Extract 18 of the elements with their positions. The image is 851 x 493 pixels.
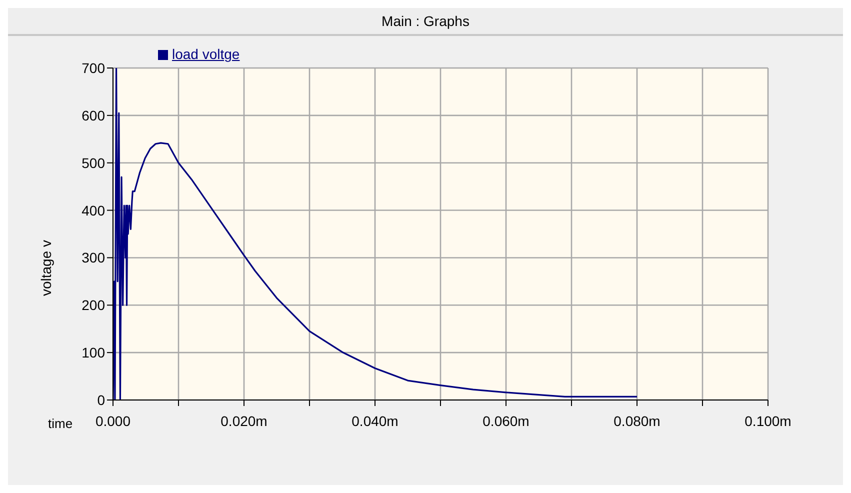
y-tick-label: 500 bbox=[82, 154, 106, 171]
chart-title: Main : Graphs bbox=[8, 8, 843, 36]
x-axis-title: time bbox=[48, 416, 73, 431]
y-tick-label: 200 bbox=[82, 297, 106, 314]
x-tick-label: 0.000 bbox=[95, 412, 131, 429]
y-tick-label: 0 bbox=[97, 392, 106, 408]
y-tick-label: 600 bbox=[82, 107, 106, 124]
x-tick-label: 0.060m bbox=[482, 412, 530, 429]
x-tick-label: 0.080m bbox=[614, 412, 660, 429]
x-tick-label: 0.020m bbox=[220, 412, 268, 429]
legend-label: load voltge bbox=[172, 46, 240, 62]
y-tick-label: 100 bbox=[82, 344, 106, 361]
y-tick-label: 400 bbox=[82, 202, 106, 218]
x-tick-label: 0.040m bbox=[352, 412, 398, 429]
y-tick-label: 700 bbox=[82, 60, 106, 76]
y-axis-title: voltage v bbox=[38, 240, 54, 296]
y-tick-label: 300 bbox=[82, 250, 106, 266]
x-tick-label: 0.100m bbox=[744, 412, 792, 429]
